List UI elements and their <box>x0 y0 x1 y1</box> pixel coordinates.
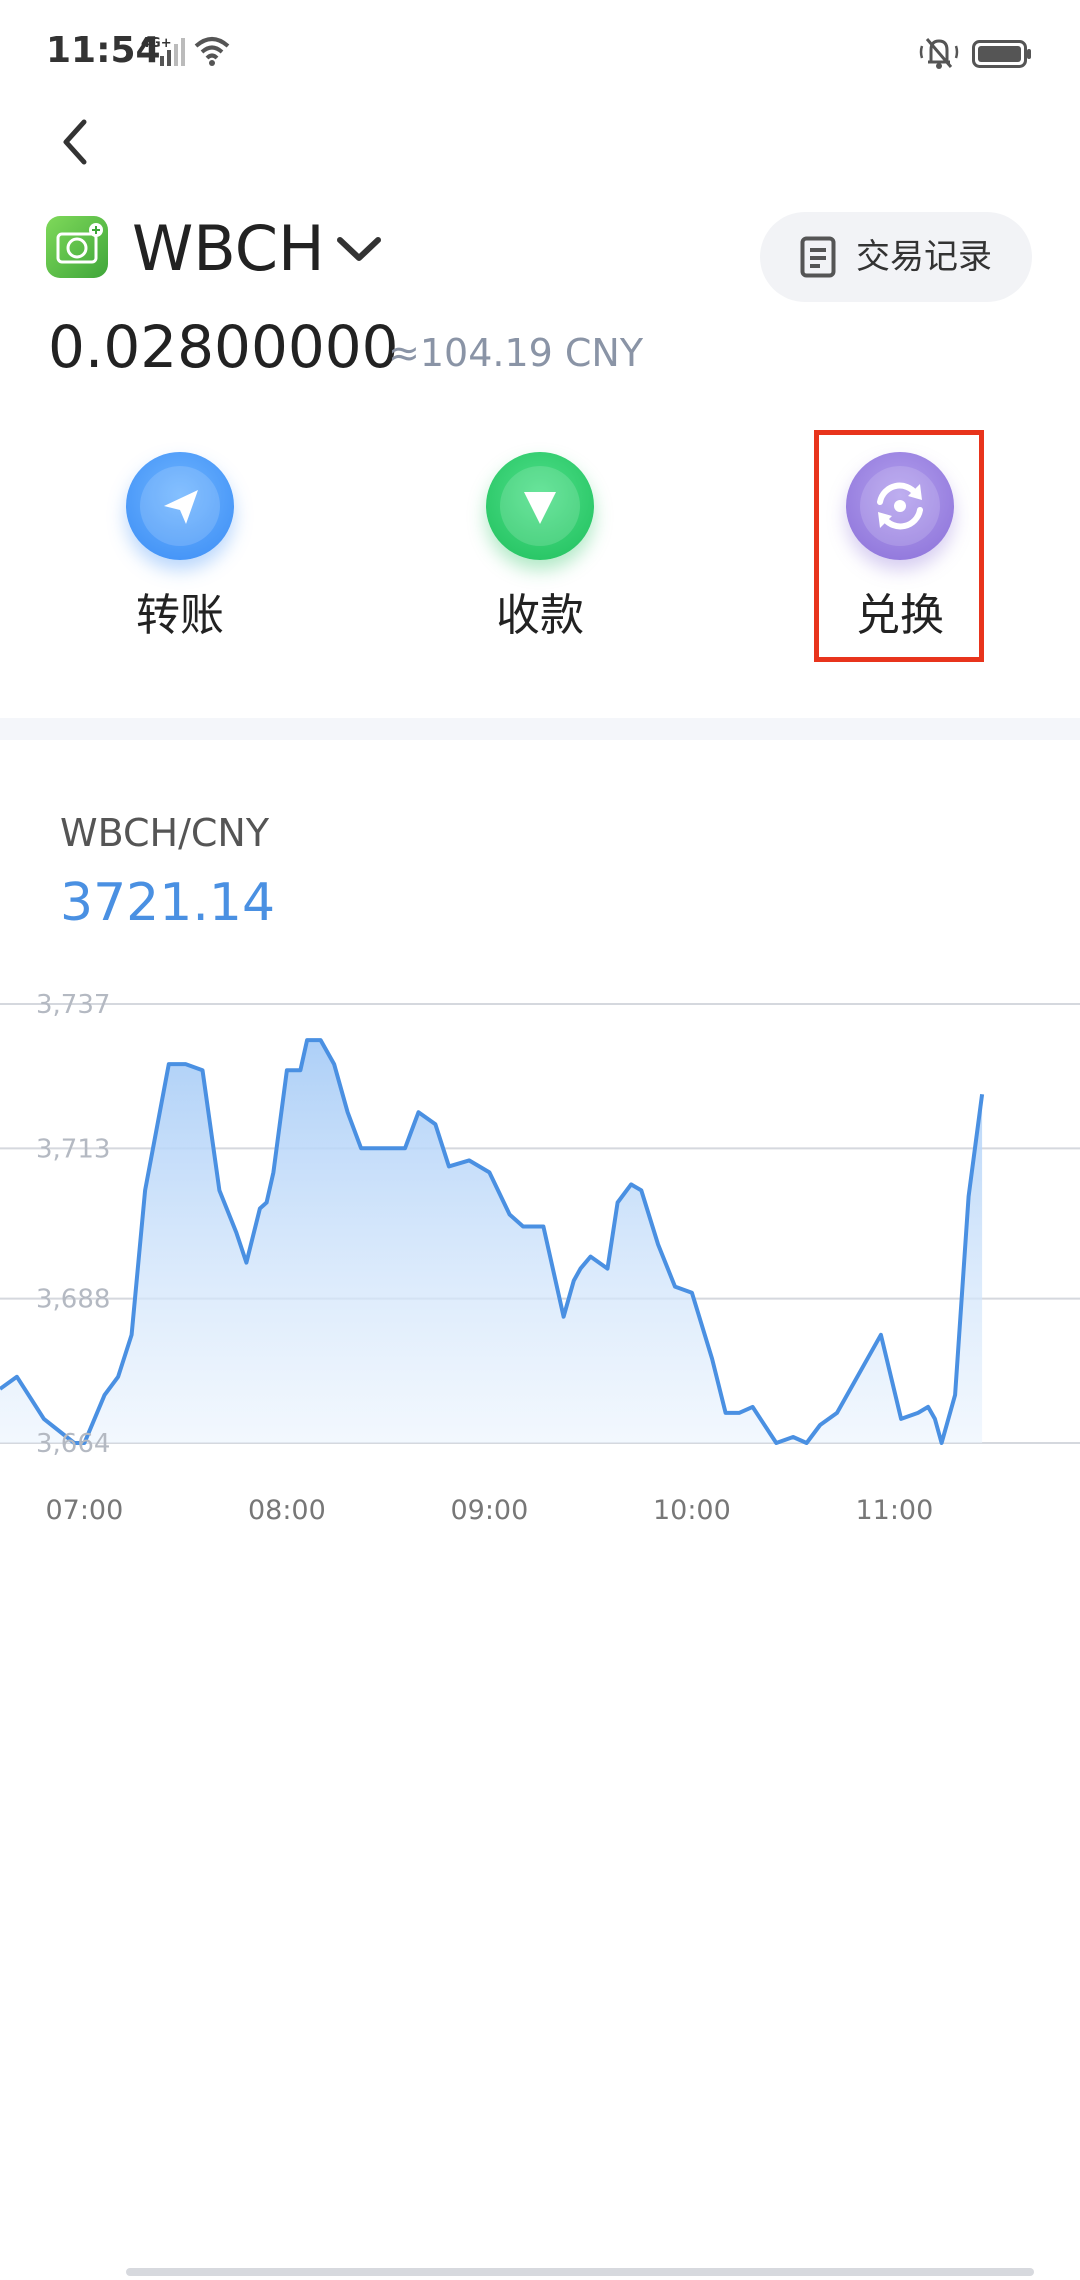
coin-name[interactable]: WBCH <box>132 212 325 285</box>
receive-label: 收款 <box>496 590 584 641</box>
section-divider <box>0 718 1080 740</box>
chart-x-tick-label: 10:00 <box>653 1495 731 1520</box>
wbch-logo-icon <box>46 216 108 278</box>
receive-button[interactable]: 收款 <box>440 452 640 652</box>
chevron-down-icon <box>337 237 381 261</box>
chart-y-tick-label: 3,664 <box>36 1429 110 1459</box>
exchange-button[interactable]: 兑换 <box>800 452 1000 652</box>
wifi-icon <box>194 37 230 66</box>
price-chart: 3,737 3,713 3,688 3,664 07:00 08:00 09:00 10:0… <box>0 990 1080 1520</box>
chart-y-tick-label: 3,688 <box>36 1285 110 1315</box>
coin-logo <box>46 216 108 278</box>
chart-x-tick-label: 07:00 <box>45 1495 123 1520</box>
status-time: 11:54 <box>46 30 161 71</box>
back-button[interactable] <box>52 110 108 174</box>
exchange-label: 兑换 <box>856 590 944 641</box>
chart-x-tick-label: 08:00 <box>248 1495 326 1520</box>
mute-bell-icon <box>919 38 959 69</box>
chart-x-tick-label: 09:00 <box>450 1495 528 1520</box>
chart-area-fill <box>0 1040 983 1443</box>
document-icon <box>800 236 836 278</box>
transaction-history-button[interactable]: 交易记录 <box>760 212 1032 302</box>
chevron-left-icon <box>63 119 87 165</box>
transaction-history-label: 交易记录 <box>856 237 992 277</box>
coin-selector-dropdown[interactable] <box>334 230 384 270</box>
transfer-label: 转账 <box>136 590 224 641</box>
fiat-balance: ≈104.19 CNY <box>388 331 644 375</box>
coin-balance: 0.02800000 <box>48 313 399 381</box>
chart-x-tick-label: 11:00 <box>855 1495 933 1520</box>
chart-y-tick-label: 3,713 <box>36 1134 110 1164</box>
exchange-highlight-box <box>814 430 984 662</box>
signal-icon <box>160 38 185 66</box>
battery-icon <box>972 40 1031 68</box>
send-icon <box>126 452 234 560</box>
transfer-button[interactable]: 转账 <box>80 452 280 652</box>
current-price: 3721.14 <box>60 873 276 933</box>
trading-pair-label: WBCH/CNY <box>60 811 270 855</box>
network-type: 4G+ <box>141 36 172 51</box>
home-indicator <box>126 2268 1034 2276</box>
status-bar: 11:54 4G+ <box>0 0 1080 110</box>
swap-icon <box>846 452 954 560</box>
chart-y-tick-label: 3,737 <box>36 990 110 1020</box>
receive-icon <box>486 452 594 560</box>
chart-price-line <box>0 1038 985 1445</box>
